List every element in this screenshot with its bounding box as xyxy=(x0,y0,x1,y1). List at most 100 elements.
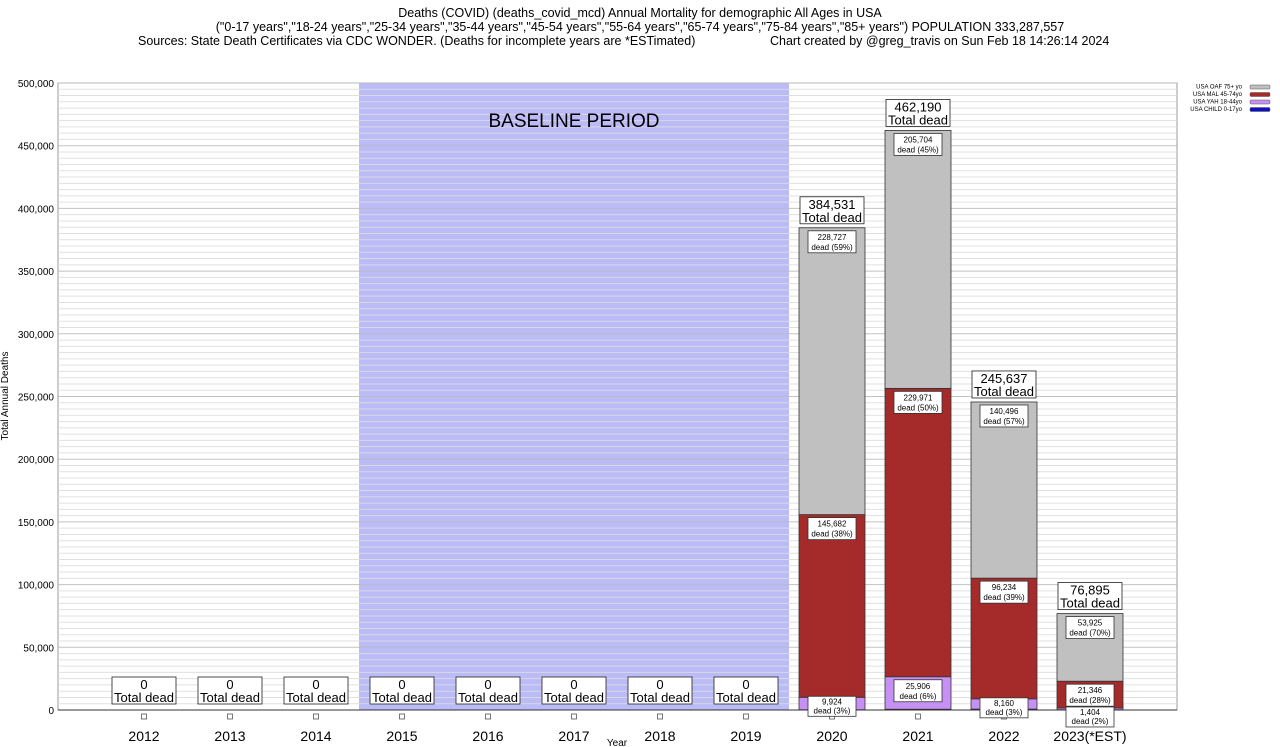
segment-label-value: 228,727 xyxy=(818,233,847,242)
segment-label-pct: dead (45%) xyxy=(897,145,939,154)
bar-segment-2 xyxy=(884,387,952,678)
total-label-suffix: Total dead xyxy=(200,690,260,705)
x-axis-label: Year xyxy=(607,738,628,747)
y-tick-label: 350,000 xyxy=(18,267,55,278)
legend-label: USA CHILD 0-17yo xyxy=(1190,107,1242,113)
segment-label-box xyxy=(979,404,1029,428)
total-label-value: 0 xyxy=(226,677,233,692)
total-label-value: 0 xyxy=(742,677,749,692)
segment-label-pct: dead (39%) xyxy=(983,593,1025,602)
total-label-box xyxy=(1057,582,1123,610)
total-label-box xyxy=(541,676,607,705)
segment-label-value: 8,160 xyxy=(994,699,1015,708)
bar-segment-2 xyxy=(798,514,866,698)
x-tick-label: 2019 xyxy=(730,728,761,744)
legend-swatch xyxy=(1249,84,1271,90)
segment-label-pct: dead (6%) xyxy=(900,692,937,701)
x-tick-label: 2021 xyxy=(902,728,933,744)
segment-label-pct: dead (57%) xyxy=(983,417,1025,426)
segment-label-value: 229,971 xyxy=(904,393,933,402)
segment-label-value: 21,346 xyxy=(1078,686,1103,695)
total-label-suffix: Total dead xyxy=(802,210,862,225)
segment-label-value: 205,704 xyxy=(904,135,933,144)
segment-label-pct: dead (70%) xyxy=(1069,629,1111,638)
segment-label-value: 145,682 xyxy=(818,520,847,529)
total-label-suffix: Total dead xyxy=(1060,596,1120,611)
chart-titles: Deaths (COVID) (deaths_covid_mcd) Annual… xyxy=(0,6,1280,48)
total-label-suffix: Total dead xyxy=(974,384,1034,399)
total-label-box xyxy=(455,676,521,705)
legend-swatch xyxy=(1249,107,1271,112)
x-tick-label: 2012 xyxy=(128,728,159,744)
segment-label-value: 9,924 xyxy=(822,697,843,706)
total-label-box xyxy=(627,676,693,705)
total-label-value: 0 xyxy=(570,677,577,692)
y-tick-label: 50,000 xyxy=(23,643,54,654)
total-label-suffix: Total dead xyxy=(458,690,518,705)
total-label-value: 0 xyxy=(398,677,405,692)
segment-label-box xyxy=(807,517,857,541)
chart-title: Deaths (COVID) (deaths_covid_mcd) Annual… xyxy=(398,6,882,20)
bar-segment-3 xyxy=(970,401,1038,579)
total-label-value: 0 xyxy=(312,677,319,692)
x-tick-marker xyxy=(399,713,405,720)
x-tick-label: 2013 xyxy=(214,728,245,744)
bar-segment-3 xyxy=(798,227,866,516)
total-label-suffix: Total dead xyxy=(630,690,690,705)
y-tick-label: 500,000 xyxy=(18,79,55,90)
x-tick-marker xyxy=(313,713,319,720)
total-label-box xyxy=(799,196,865,225)
legend-label: USA YAH 18-44yo xyxy=(1193,100,1242,106)
x-tick-label: 2017 xyxy=(558,728,589,744)
x-tick-marker xyxy=(485,713,491,720)
x-tick-marker xyxy=(141,713,147,720)
total-label-box xyxy=(885,99,951,127)
x-tick-label: 2015 xyxy=(386,728,417,744)
legend-label: USA OAF 75+ yo xyxy=(1196,85,1243,91)
y-tick-label: 100,000 xyxy=(18,581,55,592)
total-label-suffix: Total dead xyxy=(888,112,948,127)
total-label-suffix: Total dead xyxy=(114,690,174,705)
segment-label-box xyxy=(1065,706,1115,728)
x-tick-label: 2020 xyxy=(816,728,847,744)
segment-label-value: 53,925 xyxy=(1078,619,1103,628)
y-tick-label: 150,000 xyxy=(18,518,55,529)
segment-label-box xyxy=(893,133,943,156)
segment-label-value: 1,404 xyxy=(1080,708,1101,717)
total-label-box xyxy=(197,676,263,705)
chart-credit: Chart created by @greg_travis on Sun Feb… xyxy=(770,34,1110,48)
legend-swatch xyxy=(1249,92,1271,97)
total-label-box xyxy=(283,676,349,705)
baseline-label: BASELINE PERIOD xyxy=(488,111,659,132)
segment-label-pct: dead (50%) xyxy=(897,403,939,412)
x-tick-label: 2022 xyxy=(988,728,1019,744)
x-tick-label: 2023(*EST) xyxy=(1053,728,1126,744)
chart-sources: Sources: State Death Certificates via CD… xyxy=(138,34,696,48)
y-tick-label: 200,000 xyxy=(18,455,55,466)
total-label-suffix: Total dead xyxy=(372,690,432,705)
x-tick-marker xyxy=(743,713,749,720)
x-tick-marker xyxy=(227,713,233,720)
x-tick-marker xyxy=(571,713,577,720)
segment-label-pct: dead (2%) xyxy=(1072,717,1109,726)
chart-subtitle: ("0-17 years","18-24 years","25-34 years… xyxy=(215,20,1065,34)
total-label-box xyxy=(111,676,177,705)
total-label-suffix: Total dead xyxy=(286,690,346,705)
bar-segment-3 xyxy=(884,130,952,389)
y-tick-label: 400,000 xyxy=(18,204,55,215)
segment-label-box xyxy=(979,697,1029,719)
x-tick-label: 2016 xyxy=(472,728,503,744)
legend-swatch xyxy=(1249,99,1271,105)
x-tick-marker xyxy=(657,713,663,720)
total-label-value: 76,895 xyxy=(1070,583,1110,598)
y-axis-label: Total Annual Deaths xyxy=(0,352,11,441)
segment-label-value: 96,234 xyxy=(992,583,1017,592)
segment-label-box xyxy=(1065,683,1115,707)
segment-label-box xyxy=(807,695,857,717)
segment-label-box xyxy=(979,580,1029,604)
segment-label-pct: dead (59%) xyxy=(811,243,853,252)
segment-label-value: 25,906 xyxy=(906,682,931,691)
total-label-value: 462,190 xyxy=(895,99,942,114)
total-label-suffix: Total dead xyxy=(544,690,604,705)
